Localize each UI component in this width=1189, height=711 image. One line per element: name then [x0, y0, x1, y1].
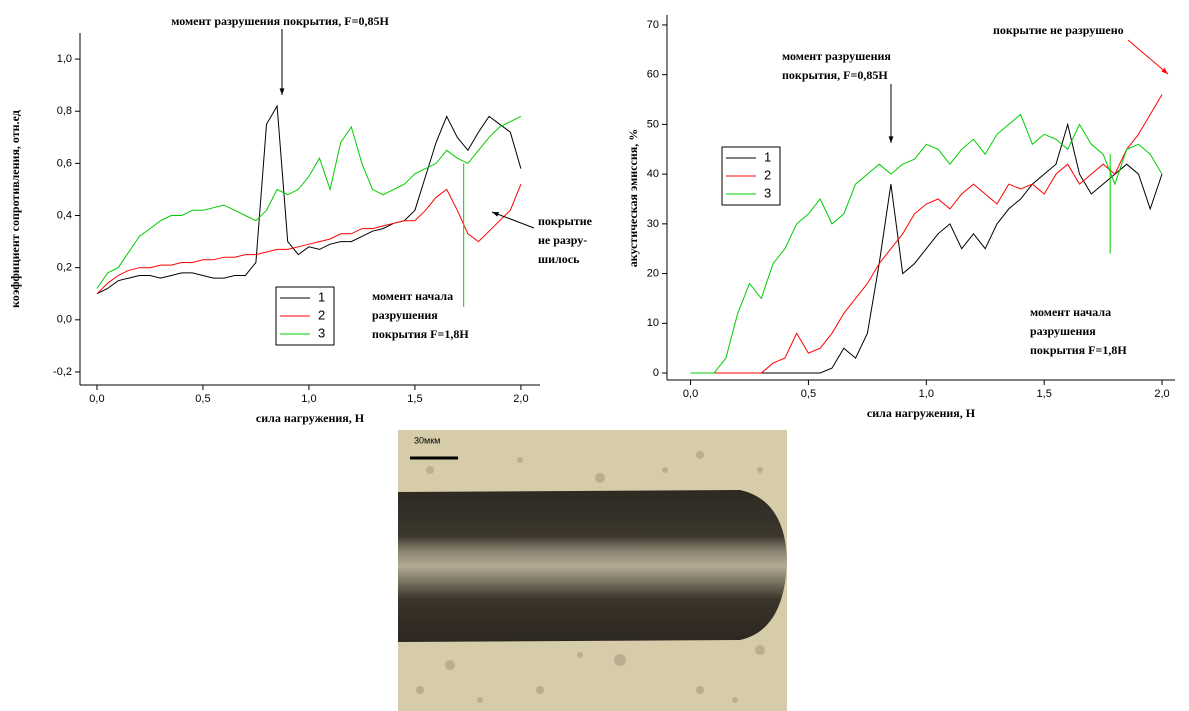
legend-label: 2: [318, 307, 325, 322]
chart: 0,0 0,5 1,0 1,5 2,0 -0,2 0,0 0,2 0,4 0,6 0,8 1,0 сил…: [8, 14, 593, 425]
series-line: [690, 113, 1163, 374]
x-tick-label: 1,5: [1037, 388, 1052, 400]
x-tick-label: 0,5: [195, 393, 210, 405]
arrow-head: [1161, 67, 1168, 74]
scale-label: 30мкм: [414, 435, 440, 445]
y-tick-label: 60: [647, 69, 659, 81]
x-tick-label: 0,0: [683, 388, 698, 400]
x-axis-label: сила нагружения, Н: [256, 411, 365, 425]
y-tick-label: 0: [653, 367, 659, 379]
annotation: покрытие: [538, 214, 593, 228]
y-tick-label: 20: [647, 267, 659, 279]
arrow-head: [492, 212, 499, 217]
y-tick-label: 1,0: [57, 53, 72, 65]
annotation: покрытия F=1,8Н: [1030, 343, 1127, 357]
series-line: [690, 94, 1163, 374]
x-tick-label: 2,0: [513, 393, 528, 405]
legend-label: 2: [764, 167, 771, 182]
chart: 0,0 0,5 1,0 1,5 2,0 0 10 20 30 40 50 60 70 сила нагру…: [626, 15, 1175, 420]
legend-label: 1: [764, 149, 771, 164]
y-tick-label: 70: [647, 19, 659, 31]
annotation: момент разрушения: [782, 49, 891, 63]
y-tick-label: 50: [647, 118, 659, 130]
legend-label: 1: [318, 289, 325, 304]
annotation: момент начала: [1030, 305, 1111, 319]
arrow-head: [279, 88, 285, 95]
y-tick-label: 40: [647, 168, 659, 180]
annotation: момент начала: [372, 289, 453, 303]
annotation: разрушения: [372, 308, 438, 322]
annotation: не разру-: [538, 233, 587, 247]
y-tick-label: 30: [647, 218, 659, 230]
series-line: [96, 115, 522, 289]
y-tick-label: 0,8: [57, 105, 72, 117]
series-line: [96, 184, 522, 295]
y-tick-label: -0,2: [53, 366, 72, 378]
arrow-head: [888, 136, 894, 143]
legend-label: 3: [318, 325, 325, 340]
annotation: покрытия, F=0,85Н: [782, 68, 888, 82]
series-line: [96, 104, 522, 295]
y-tick-label: 0,6: [57, 157, 72, 169]
x-axis-label: сила нагружения, Н: [867, 406, 976, 420]
y-tick-label: 0,4: [57, 209, 72, 221]
x-tick-label: 0,5: [801, 388, 816, 400]
annotation-arrow: [491, 211, 535, 229]
x-tick-label: 0,0: [89, 393, 104, 405]
x-tick-label: 1,0: [301, 393, 316, 405]
x-tick-label: 1,0: [919, 388, 934, 400]
annotation: покрытие не разрушено: [993, 23, 1124, 37]
y-axis-label: коэффициент сопротивления, отн.ед: [8, 110, 22, 308]
annotation: покрытия F=1,8Н: [372, 327, 469, 341]
annotation: шилось: [538, 252, 580, 266]
legend-label: 3: [764, 185, 771, 200]
annotation: момент разрушения покрытия, F=0,85Н: [171, 14, 389, 28]
annotation: разрушения: [1030, 324, 1096, 338]
scratch-groove: [398, 490, 787, 642]
x-tick-label: 2,0: [1154, 388, 1169, 400]
annotation-arrow: [1127, 39, 1169, 75]
micrograph-texture: [416, 451, 765, 703]
y-tick-label: 0,0: [57, 314, 72, 326]
x-tick-label: 1,5: [407, 393, 422, 405]
y-axis-label: акустическая эмиссия, %: [626, 129, 640, 268]
y-tick-label: 10: [647, 317, 659, 329]
y-tick-label: 0,2: [57, 262, 72, 274]
micrograph: 30мкм: [398, 430, 787, 711]
